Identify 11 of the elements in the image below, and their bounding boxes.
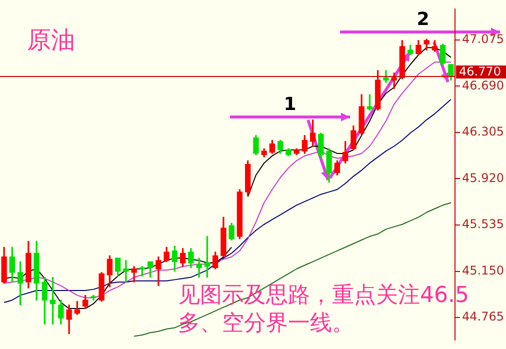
y-tick-label: 47.075 (462, 32, 504, 46)
annotation: 1 (284, 94, 296, 115)
y-tick-label: 44.765 (462, 310, 504, 324)
annotation: 2 (416, 9, 430, 30)
ref-line-label: 46.770 (459, 64, 502, 79)
y-tick-label: 45.920 (462, 170, 504, 185)
text: 原油 (27, 26, 75, 54)
y-tick-label: 45.150 (462, 263, 504, 278)
y-tick-label: 46.690 (462, 78, 504, 92)
y-tick-label: 45.535 (462, 217, 504, 232)
y-tick-label: 46.305 (462, 124, 504, 139)
